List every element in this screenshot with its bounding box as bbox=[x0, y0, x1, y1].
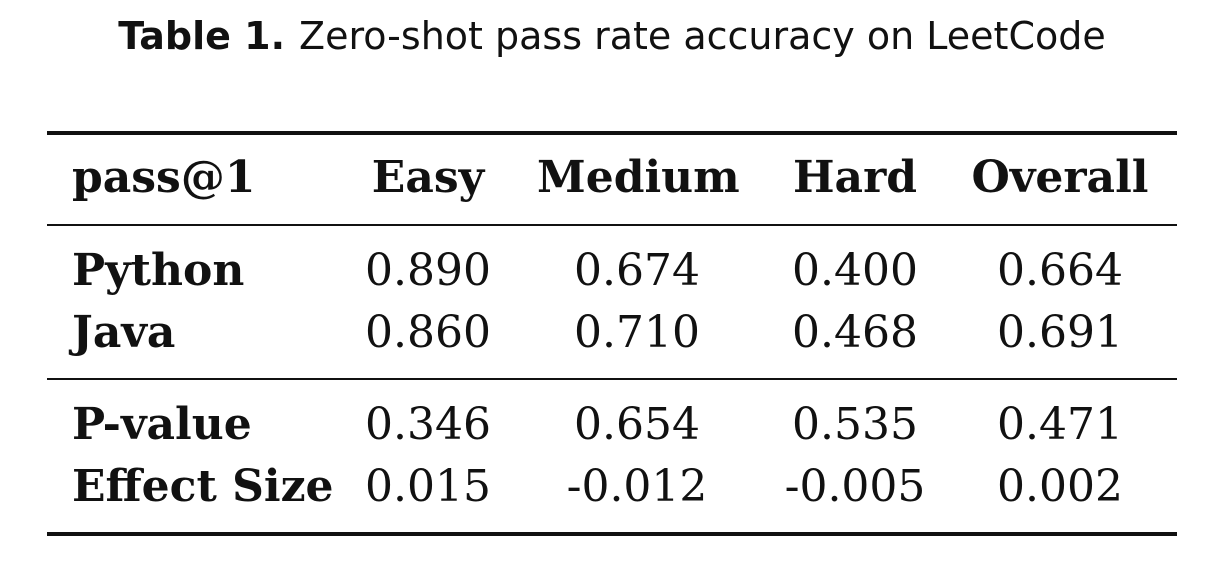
table-cell: 0.468 bbox=[792, 307, 918, 358]
row-label-p-value: P-value bbox=[72, 399, 252, 450]
table-cell: 0.346 bbox=[365, 399, 491, 450]
column-header-medium: Medium bbox=[537, 152, 740, 203]
table-cell: 0.860 bbox=[365, 307, 491, 358]
table-cell: -0.012 bbox=[566, 461, 708, 512]
table-caption-text: Zero-shot pass rate accuracy on LeetCode bbox=[299, 14, 1106, 58]
table-top-rule bbox=[47, 131, 1177, 135]
table-cell: 0.535 bbox=[792, 399, 918, 450]
table-cell: 0.471 bbox=[997, 399, 1123, 450]
table-cell: 0.015 bbox=[365, 461, 491, 512]
table-cell: 0.654 bbox=[574, 399, 700, 450]
table-cell: 0.710 bbox=[574, 307, 700, 358]
column-header-overall: Overall bbox=[971, 152, 1149, 203]
row-label-java: Java bbox=[72, 307, 176, 358]
row-label-effect-size: Effect Size bbox=[72, 461, 334, 512]
table-bottom-rule bbox=[47, 532, 1177, 536]
table-header-rule bbox=[47, 224, 1177, 226]
table-caption: Table 1. Zero-shot pass rate accuracy on … bbox=[0, 10, 1224, 62]
column-header-hard: Hard bbox=[792, 152, 918, 203]
table-cell: 0.002 bbox=[997, 461, 1123, 512]
table-cell: 0.664 bbox=[997, 245, 1123, 296]
column-header-metric: pass@1 bbox=[72, 152, 256, 203]
table-cell: 0.674 bbox=[574, 245, 700, 296]
row-label-python: Python bbox=[72, 245, 245, 296]
table-cell: 0.691 bbox=[997, 307, 1123, 358]
column-header-easy: Easy bbox=[371, 152, 485, 203]
table-cell: 0.400 bbox=[792, 245, 918, 296]
table-cell: -0.005 bbox=[784, 461, 926, 512]
table-caption-label: Table 1. bbox=[118, 14, 286, 58]
table-cell: 0.890 bbox=[365, 245, 491, 296]
table-group-rule bbox=[47, 378, 1177, 380]
